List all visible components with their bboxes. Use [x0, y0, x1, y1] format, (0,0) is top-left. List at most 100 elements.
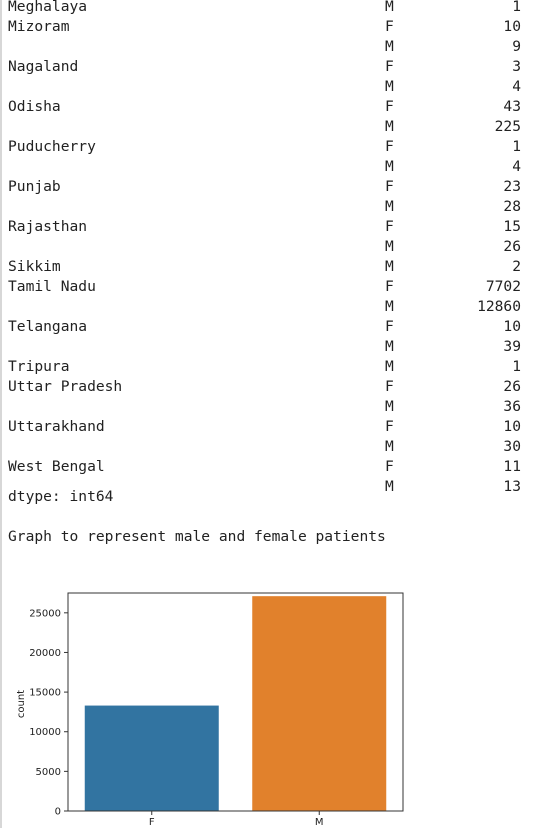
count-value: 13: [503, 478, 521, 495]
gender-label: F: [385, 458, 394, 475]
gender-label: M: [385, 358, 394, 375]
series-row: Nagaland F 3: [0, 57, 539, 77]
count-value: 15: [503, 218, 521, 235]
count-value: 4: [512, 78, 521, 95]
series-row: M 28: [0, 197, 539, 217]
gender-label: M: [385, 438, 394, 455]
count-value: 225: [494, 118, 521, 135]
gender-label: M: [385, 118, 394, 135]
count-value: 10: [503, 418, 521, 435]
state-label: Rajasthan: [8, 218, 88, 235]
state-label: Tamil Nadu: [8, 278, 96, 295]
y-axis-label: count: [16, 690, 27, 718]
series-row: Sikkim M 2: [0, 257, 539, 277]
state-label: Nagaland: [8, 58, 79, 75]
y-tick-label: 10000: [29, 727, 61, 738]
series-row: West Bengal F 11: [0, 457, 539, 477]
count-value: 10: [503, 318, 521, 335]
series-row: M 36: [0, 397, 539, 417]
count-value: 4: [512, 158, 521, 175]
series-row: Meghalaya M 1: [0, 0, 539, 17]
count-value: 26: [503, 238, 521, 255]
gender-label: F: [385, 18, 394, 35]
dtype-line: dtype: int64: [8, 488, 114, 505]
state-label: Tripura: [8, 358, 70, 375]
gender-label: M: [385, 338, 394, 355]
count-value: 39: [503, 338, 521, 355]
gender-label: F: [385, 418, 394, 435]
gender-label: F: [385, 318, 394, 335]
graph-caption: Graph to represent male and female patie…: [8, 528, 386, 545]
series-row: Punjab F 23: [0, 177, 539, 197]
gender-label: F: [385, 98, 394, 115]
series-row: Tripura M 1: [0, 357, 539, 377]
state-label: Puducherry: [8, 138, 96, 155]
state-label: Odisha: [8, 98, 61, 115]
count-value: 2: [512, 258, 521, 275]
series-row: M 26: [0, 237, 539, 257]
gender-label: F: [385, 178, 394, 195]
count-value: 3: [512, 58, 521, 75]
x-tick-label: M: [315, 817, 324, 828]
gender-label: F: [385, 378, 394, 395]
gender-label: M: [385, 198, 394, 215]
series-row: Mizoram F 10: [0, 17, 539, 37]
y-tick-label: 20000: [29, 648, 61, 659]
count-value: 43: [503, 98, 521, 115]
count-value: 28: [503, 198, 521, 215]
series-row: M 13: [0, 477, 539, 497]
gender-label: F: [385, 58, 394, 75]
bars: [84, 596, 387, 811]
count-value: 7702: [485, 278, 521, 295]
y-axis: 0 5000 10000 15000 20000 25000: [29, 608, 68, 818]
y-tick-label: 5000: [36, 767, 61, 778]
state-label: Punjab: [8, 178, 61, 195]
gender-label: M: [385, 38, 394, 55]
series-row: Rajasthan F 15: [0, 217, 539, 237]
series-row: Uttar Pradesh F 26: [0, 377, 539, 397]
state-label: West Bengal: [8, 458, 105, 475]
series-row: Telangana F 10: [0, 317, 539, 337]
count-value: 23: [503, 178, 521, 195]
series-row: M 30: [0, 437, 539, 457]
count-value: 26: [503, 378, 521, 395]
series-row: Puducherry F 1: [0, 137, 539, 157]
gender-label: M: [385, 0, 394, 15]
gender-label: M: [385, 258, 394, 275]
count-value: 1: [512, 138, 521, 155]
state-label: Uttar Pradesh: [8, 378, 123, 395]
count-value: 1: [512, 0, 521, 15]
state-label: Sikkim: [8, 258, 61, 275]
state-label: Mizoram: [8, 18, 70, 35]
y-tick-label: 0: [55, 807, 61, 818]
count-value: 12860: [477, 298, 521, 315]
gender-label: M: [385, 478, 394, 495]
y-tick-label: 15000: [29, 688, 61, 699]
series-row: M 12860: [0, 297, 539, 317]
gender-label: M: [385, 298, 394, 315]
series-row: Tamil Nadu F 7702: [0, 277, 539, 297]
state-label: Uttarakhand: [8, 418, 105, 435]
gender-label: F: [385, 278, 394, 295]
y-tick-label: 25000: [29, 608, 61, 619]
series-row: Uttarakhand F 10: [0, 417, 539, 437]
state-label: Telangana: [8, 318, 88, 335]
bar-m: [252, 596, 387, 811]
gender-label: M: [385, 238, 394, 255]
x-tick-label: F: [149, 817, 155, 828]
count-value: 1: [512, 358, 521, 375]
plot-frame: [67, 592, 404, 812]
count-value: 36: [503, 398, 521, 415]
gender-label: M: [385, 158, 394, 175]
count-value: 30: [503, 438, 521, 455]
count-value: 11: [503, 458, 521, 475]
gender-label: F: [385, 138, 394, 155]
state-label: Meghalaya: [8, 0, 88, 15]
gender-label: M: [385, 398, 394, 415]
series-row: M 225: [0, 117, 539, 137]
